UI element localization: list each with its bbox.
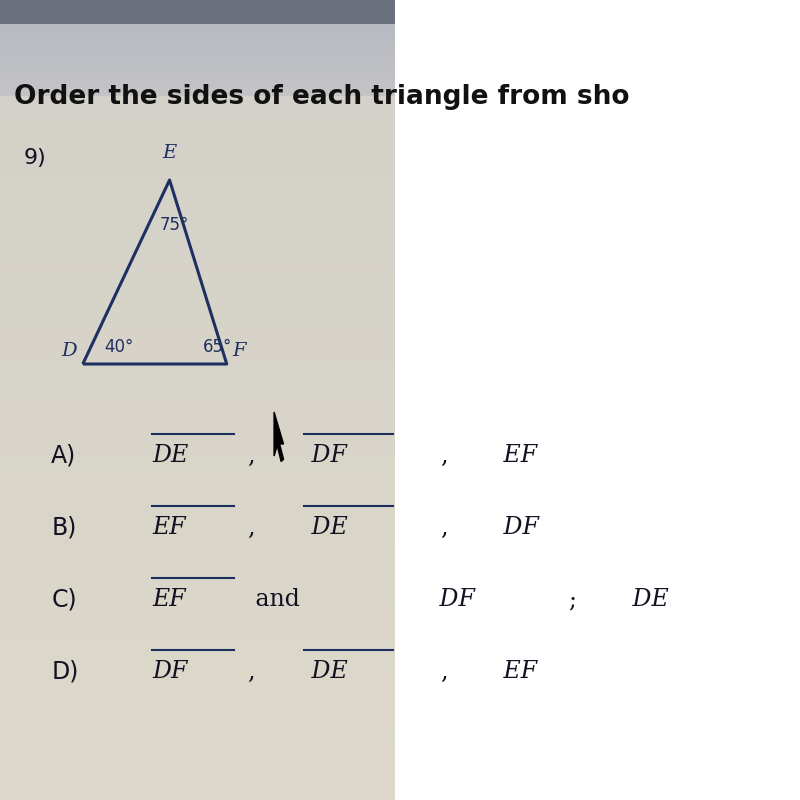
Text: EF: EF [152, 589, 186, 611]
Text: C): C) [51, 588, 77, 612]
Text: EF: EF [152, 517, 186, 539]
Text: ,: , [440, 517, 448, 539]
Text: ,: , [247, 661, 255, 683]
Text: E: E [162, 144, 177, 162]
Text: EF: EF [496, 445, 538, 467]
Text: 65°: 65° [203, 338, 233, 356]
Text: D): D) [51, 660, 78, 684]
Text: 9): 9) [24, 148, 46, 168]
Text: ,: , [440, 445, 448, 467]
Text: and: and [247, 589, 299, 611]
Text: DE: DE [152, 445, 188, 467]
Text: DE: DE [304, 517, 347, 539]
Text: DF: DF [496, 517, 539, 539]
Text: ;: ; [568, 589, 576, 611]
Text: DE: DE [625, 589, 668, 611]
Text: B): B) [51, 516, 77, 540]
Text: D: D [62, 342, 77, 360]
Text: 40°: 40° [105, 338, 134, 356]
Text: ,: , [247, 517, 255, 539]
Polygon shape [274, 412, 283, 462]
Text: 75°: 75° [160, 216, 189, 234]
Text: ,: , [247, 445, 255, 467]
Text: EF: EF [496, 661, 538, 683]
Text: DE: DE [304, 661, 347, 683]
Text: A): A) [51, 444, 77, 468]
Text: F: F [233, 342, 246, 360]
Text: Order the sides of each triangle from sho: Order the sides of each triangle from sh… [14, 84, 630, 110]
Text: DF: DF [304, 445, 346, 467]
Text: ,: , [440, 661, 448, 683]
Text: DF: DF [432, 589, 474, 611]
Text: DF: DF [152, 661, 187, 683]
